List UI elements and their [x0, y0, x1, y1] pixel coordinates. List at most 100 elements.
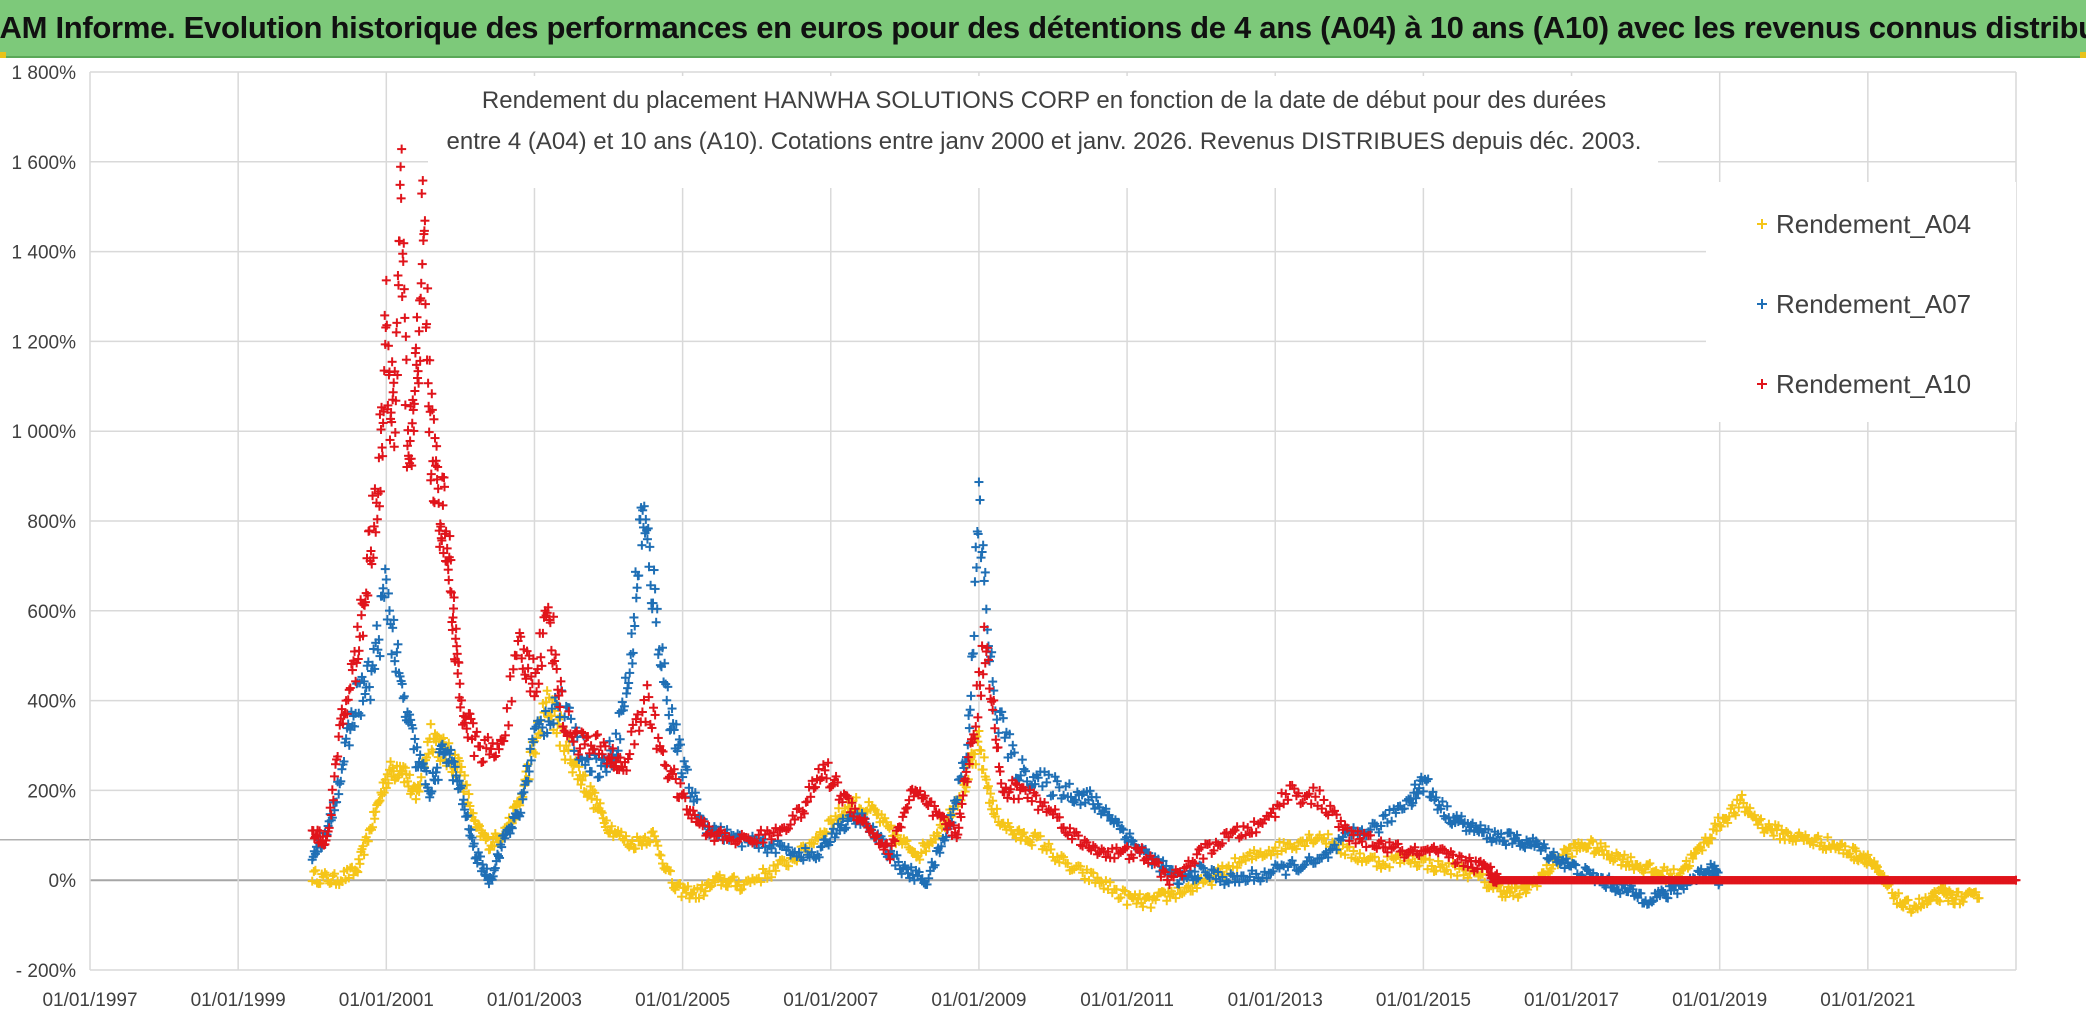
- data-point: [677, 892, 687, 902]
- data-point: [665, 866, 675, 876]
- data-point: [1122, 900, 1132, 910]
- data-point: [1756, 814, 1766, 824]
- data-point: [473, 819, 483, 829]
- data-point: [480, 870, 490, 880]
- data-point: [1304, 830, 1314, 840]
- data-point: [1135, 889, 1145, 899]
- data-point: [696, 884, 706, 894]
- data-point: [1508, 891, 1518, 901]
- data-point: [307, 876, 317, 886]
- data-point: [411, 794, 421, 804]
- y-tick-label: 1 200%: [12, 332, 77, 353]
- data-point: [1723, 818, 1733, 828]
- data-point: [393, 639, 403, 649]
- data-point: [389, 615, 399, 625]
- data-point: [444, 738, 454, 748]
- data-point: [371, 807, 381, 817]
- data-point: [370, 814, 380, 824]
- y-tick-label: 1 800%: [12, 63, 77, 84]
- data-point: [495, 853, 505, 863]
- data-point: [737, 884, 747, 894]
- data-point: [1834, 845, 1844, 855]
- data-point: [400, 763, 410, 773]
- data-point: [408, 723, 418, 733]
- data-point: [990, 811, 1000, 821]
- data-point: [541, 697, 551, 707]
- data-point: [916, 848, 926, 858]
- y-tick-label: 400%: [27, 692, 76, 713]
- data-point: [1643, 860, 1653, 870]
- data-point: [352, 866, 362, 876]
- data-point: [650, 831, 660, 841]
- data-point: [1088, 868, 1098, 878]
- data-point: [399, 691, 409, 701]
- data-point: [1232, 863, 1242, 873]
- data-point: [729, 872, 739, 882]
- data-point: [658, 859, 668, 869]
- data-point: [381, 783, 391, 793]
- y-tick-label: 200%: [27, 781, 76, 802]
- data-point: [326, 878, 336, 888]
- data-point: [653, 841, 663, 851]
- data-point: [1138, 902, 1148, 912]
- data-point: [779, 856, 789, 866]
- data-point: [375, 651, 385, 661]
- data-point: [621, 831, 631, 841]
- data-point: [378, 583, 388, 593]
- data-point: [451, 770, 461, 780]
- data-point: [470, 853, 480, 863]
- data-point: [1076, 861, 1086, 871]
- legend: Rendement_A04 Rendement_A07 Rendement_A10: [1706, 182, 2016, 422]
- data-point: [1044, 839, 1054, 849]
- data-point: [365, 695, 375, 705]
- x-tick-label: 01/01/2007: [783, 990, 878, 1011]
- data-point: [515, 800, 525, 810]
- data-point: [372, 621, 382, 631]
- data-point: [1414, 861, 1424, 871]
- data-point: [431, 767, 441, 777]
- chart-title-line-2: entre 4 (A04) et 10 ans (A10). Cotations…: [447, 128, 1642, 155]
- data-point: [587, 794, 597, 804]
- data-point: [1523, 885, 1533, 895]
- data-point: [667, 878, 677, 888]
- legend-item-rendement-a10: Rendement_A10: [1757, 369, 1971, 399]
- data-point: [436, 741, 446, 751]
- data-point: [460, 805, 470, 815]
- legend-label: Rendement_A04: [1776, 209, 1971, 239]
- data-point: [915, 855, 925, 865]
- data-point: [490, 863, 500, 873]
- data-point: [356, 710, 366, 720]
- data-point: [756, 877, 766, 887]
- y-tick-label: 1 000%: [12, 422, 77, 443]
- data-point: [354, 854, 364, 864]
- data-point: [1707, 833, 1717, 843]
- x-tick-label: 01/01/2011: [1080, 990, 1174, 1011]
- x-tick-label: 01/01/2005: [635, 990, 730, 1011]
- data-point: [1753, 820, 1763, 830]
- data-point: [1953, 887, 1963, 897]
- data-point: [605, 826, 615, 836]
- x-tick-label: 01/01/2021: [1820, 990, 1915, 1011]
- data-point: [1691, 848, 1701, 858]
- data-point: [433, 775, 443, 785]
- data-point: [715, 870, 725, 880]
- data-point: [1835, 840, 1845, 850]
- data-point: [1080, 874, 1090, 884]
- data-point: [577, 775, 587, 785]
- data-point: [472, 858, 482, 868]
- chart-title-line-1: Rendement du placement HANWHA SOLUTIONS …: [482, 87, 1606, 114]
- data-point: [1291, 844, 1301, 854]
- data-point: [769, 860, 779, 870]
- data-point: [869, 803, 879, 813]
- data-point: [383, 588, 393, 598]
- data-point: [1323, 829, 1333, 839]
- data-point: [329, 869, 339, 879]
- x-tick-label: 01/01/1999: [191, 990, 286, 1011]
- data-point: [694, 893, 704, 903]
- data-point: [358, 841, 368, 851]
- data-point: [631, 843, 641, 853]
- data-point: [426, 719, 436, 729]
- data-point: [1228, 862, 1238, 872]
- data-point: [1442, 865, 1452, 875]
- data-point: [1681, 856, 1691, 866]
